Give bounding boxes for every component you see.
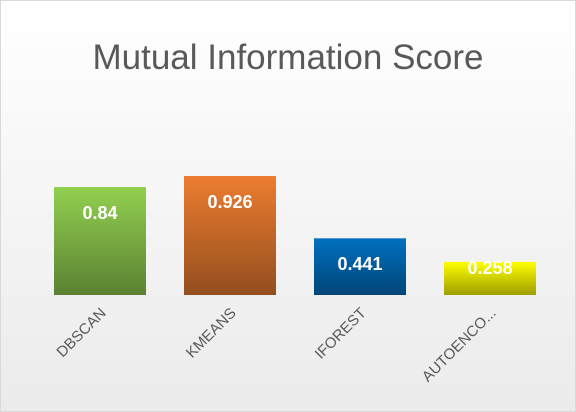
bar bbox=[444, 261, 536, 295]
data-label: 0.926 bbox=[207, 192, 252, 212]
bar bbox=[314, 238, 406, 295]
bar bbox=[54, 187, 146, 295]
data-label: 0.258 bbox=[467, 258, 512, 278]
chart-title: Mutual Information Score bbox=[92, 38, 484, 77]
data-label: 0.84 bbox=[82, 203, 117, 223]
bar bbox=[184, 176, 276, 295]
data-label: 0.441 bbox=[337, 254, 382, 274]
